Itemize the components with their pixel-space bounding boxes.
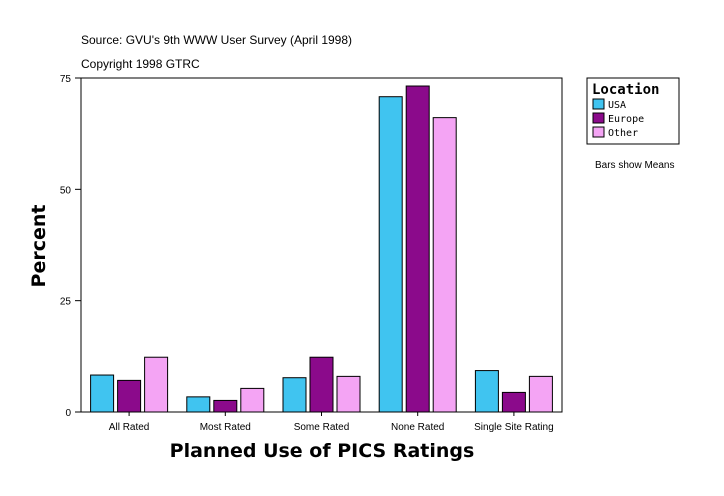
y-tick-label: 50 bbox=[60, 185, 72, 196]
bar-other-some-rated bbox=[336, 375, 361, 413]
x-tick-label: None Rated bbox=[391, 422, 444, 433]
plot-frame bbox=[80, 77, 563, 413]
legend-box bbox=[586, 77, 680, 145]
bar-usa-most-rated bbox=[186, 396, 211, 413]
x-tick-label: Most Rated bbox=[200, 422, 251, 433]
x-tick-label: Single Site Rating bbox=[474, 422, 554, 433]
copyright-text: Copyright 1998 GTRC bbox=[81, 57, 200, 71]
bar-other-none-rated bbox=[432, 117, 457, 413]
bar-usa-all-rated bbox=[90, 374, 115, 413]
y-tick-label: 75 bbox=[60, 74, 72, 85]
bar-europe-none-rated bbox=[405, 85, 430, 413]
bars-group bbox=[90, 85, 553, 413]
bar-europe-all-rated bbox=[117, 379, 142, 413]
y-axis: 0 25 50 75 bbox=[60, 74, 81, 419]
y-tick-label: 0 bbox=[65, 408, 71, 419]
legend-title: Location bbox=[592, 82, 659, 98]
legend-swatch-other bbox=[592, 126, 605, 138]
legend-swatch-europe bbox=[592, 112, 605, 124]
y-axis-title: Percent bbox=[28, 205, 50, 288]
source-text: Source: GVU's 9th WWW User Survey (April… bbox=[81, 33, 352, 47]
bar-other-single-site-rating bbox=[528, 375, 553, 413]
legend: Location USA Europe Other bbox=[586, 77, 680, 145]
bars-note: Bars show Means bbox=[595, 160, 674, 171]
x-tick-label: Some Rated bbox=[294, 422, 350, 433]
y-tick-label: 25 bbox=[60, 297, 72, 308]
x-axis-title: Planned Use of PICS Ratings bbox=[170, 440, 475, 462]
legend-items: USA Europe Other bbox=[592, 98, 644, 139]
bar-other-all-rated bbox=[144, 356, 169, 413]
bar-usa-none-rated bbox=[378, 96, 403, 413]
bar-usa-single-site-rating bbox=[474, 370, 499, 413]
x-tick-label: All Rated bbox=[109, 422, 150, 433]
legend-swatch-usa bbox=[592, 98, 605, 110]
legend-label-other: Other bbox=[608, 128, 638, 139]
x-axis: All Rated Most Rated Some Rated None Rated S… bbox=[109, 412, 554, 433]
bar-europe-some-rated bbox=[309, 356, 334, 413]
bar-europe-single-site-rating bbox=[501, 391, 526, 413]
bar-other-most-rated bbox=[240, 387, 265, 413]
bar-europe-most-rated bbox=[213, 399, 238, 413]
bar-usa-some-rated bbox=[282, 377, 307, 413]
legend-label-europe: Europe bbox=[608, 114, 644, 125]
legend-label-usa: USA bbox=[608, 100, 626, 111]
